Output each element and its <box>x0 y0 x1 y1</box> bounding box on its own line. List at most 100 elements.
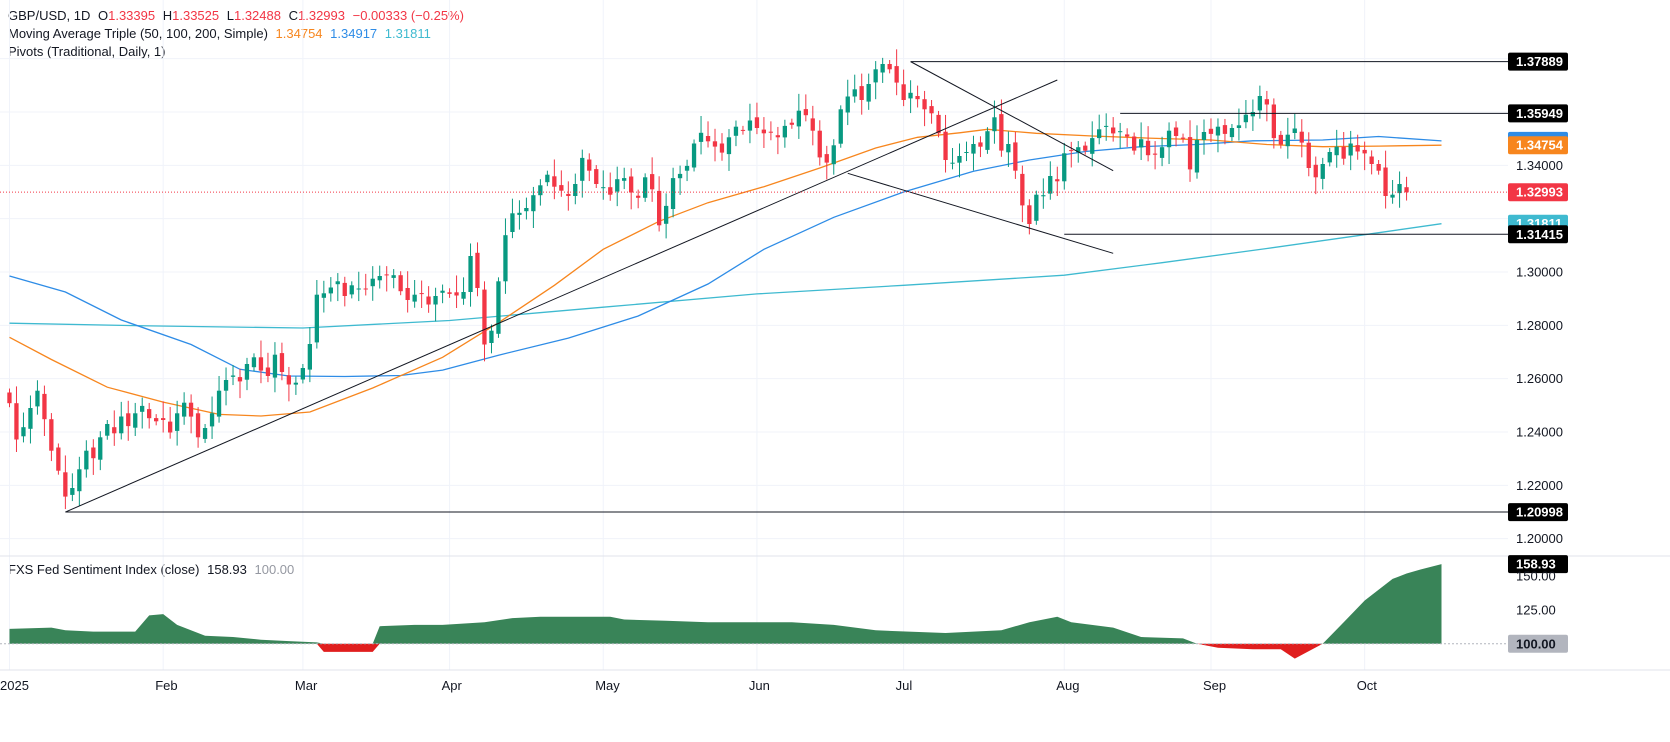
price-legend: GBP/USD, 1D O1.33395 H1.33525 L1.32488 C… <box>8 7 468 25</box>
candle-body <box>1180 137 1186 139</box>
candle-body <box>552 176 557 187</box>
high-label: H <box>162 8 173 23</box>
ma200-line <box>9 223 1442 329</box>
price-label-bg <box>1508 503 1568 522</box>
candle-body <box>1048 176 1053 194</box>
candle-body <box>838 109 843 144</box>
candle-body <box>370 278 375 287</box>
candle-body <box>545 174 550 183</box>
candle-body <box>873 69 878 83</box>
sentiment-legend-baseline: 100.00 <box>254 562 295 577</box>
candle-body <box>643 177 648 198</box>
candle-body <box>147 409 152 419</box>
price-axis[interactable]: 1.378891.359491.349171.347541.340001.329… <box>1508 52 1568 653</box>
candle-body <box>182 402 187 417</box>
candle-body <box>573 184 578 196</box>
candle-body <box>209 413 215 427</box>
sentiment-area-negative <box>9 643 1442 659</box>
ma-legend[interactable]: Moving Average Triple (50, 100, 200, Sim… <box>8 25 435 43</box>
candle-body <box>796 110 801 127</box>
ma50-value: 1.34754 <box>275 26 323 41</box>
trendline <box>847 172 1114 254</box>
candle-body <box>1111 127 1116 134</box>
price-label-bg <box>1508 183 1568 202</box>
candle-body <box>908 92 913 99</box>
candle-body <box>510 213 515 232</box>
pivots-legend[interactable]: Pivots (Traditional, Daily, 1) <box>8 43 170 61</box>
candle-body <box>726 137 732 155</box>
trendline <box>910 61 1114 172</box>
candle-body <box>1292 128 1297 133</box>
candle-body <box>768 131 773 133</box>
candle-body <box>761 129 766 134</box>
candle-body <box>300 368 305 380</box>
price-label-bg <box>1508 225 1568 244</box>
candle-body <box>1201 132 1207 140</box>
month-label: Sep <box>1203 678 1226 693</box>
candle-body <box>747 120 753 131</box>
candle-body <box>1257 96 1262 111</box>
grid <box>0 0 1670 671</box>
candle-body <box>468 256 473 292</box>
candle-body <box>1083 145 1088 151</box>
candle-body <box>789 122 794 125</box>
candle-body <box>1173 127 1179 136</box>
candle-body <box>754 117 760 128</box>
candle-body <box>1076 147 1081 153</box>
candle-body <box>943 131 948 160</box>
candle-body <box>63 472 68 497</box>
candle-body <box>223 380 229 391</box>
sentiment-legend[interactable]: FXS Fed Sentiment Index (close) 158.93 1… <box>8 561 298 579</box>
candle-body <box>1145 140 1151 156</box>
candle-body <box>1020 173 1025 206</box>
candle-body <box>538 185 543 196</box>
candle-body <box>307 344 312 370</box>
sentiment-label-bg <box>1508 555 1568 574</box>
price-label: 1.24000 <box>1516 425 1563 440</box>
candle-body <box>1069 150 1074 152</box>
candle-body <box>154 418 159 422</box>
sentiment-label-bg <box>1508 634 1568 653</box>
candle-body <box>1097 129 1102 139</box>
candle-body <box>1041 195 1046 197</box>
symbol[interactable]: GBP/USD, 1D <box>8 8 91 23</box>
candle-body <box>971 144 976 154</box>
candle-body <box>894 66 899 83</box>
candle-body <box>42 393 47 420</box>
candle-body <box>657 190 662 226</box>
candle-body <box>105 424 110 436</box>
candle-body <box>587 159 592 171</box>
candle-body <box>831 145 836 165</box>
candle-body <box>1334 146 1339 156</box>
candle-body <box>161 418 166 420</box>
low-label: L <box>226 8 234 23</box>
candle-body <box>342 282 347 296</box>
candle-body <box>1243 114 1248 123</box>
candle-body <box>1271 104 1276 139</box>
candle-body <box>740 129 746 131</box>
candle-body <box>1034 194 1039 221</box>
drawings[interactable] <box>0 61 1508 513</box>
candle-body <box>580 157 585 181</box>
candle-body <box>664 205 669 224</box>
candle-body <box>615 179 620 192</box>
open-value: 1.33395 <box>108 8 156 23</box>
month-label: Jun <box>749 678 770 693</box>
candle-body <box>1250 112 1255 117</box>
price-label-bg <box>1508 104 1568 123</box>
time-axis[interactable]: 2025 Feb Mar Apr May Jun Jul Aug Sep Oct <box>0 678 1377 693</box>
candle-body <box>1376 164 1381 171</box>
candle-body <box>398 275 403 292</box>
price-label-bg <box>1508 136 1568 155</box>
sentiment-legend-value: 158.93 <box>207 562 247 577</box>
candle-body <box>251 357 257 368</box>
candle-body <box>992 117 997 132</box>
candle-body <box>782 125 787 138</box>
candle-body <box>77 469 82 492</box>
candle-body <box>335 281 340 285</box>
candle-body <box>363 288 368 290</box>
candle-body <box>119 416 124 434</box>
candle-body <box>1285 134 1290 147</box>
candle-body <box>622 178 627 181</box>
